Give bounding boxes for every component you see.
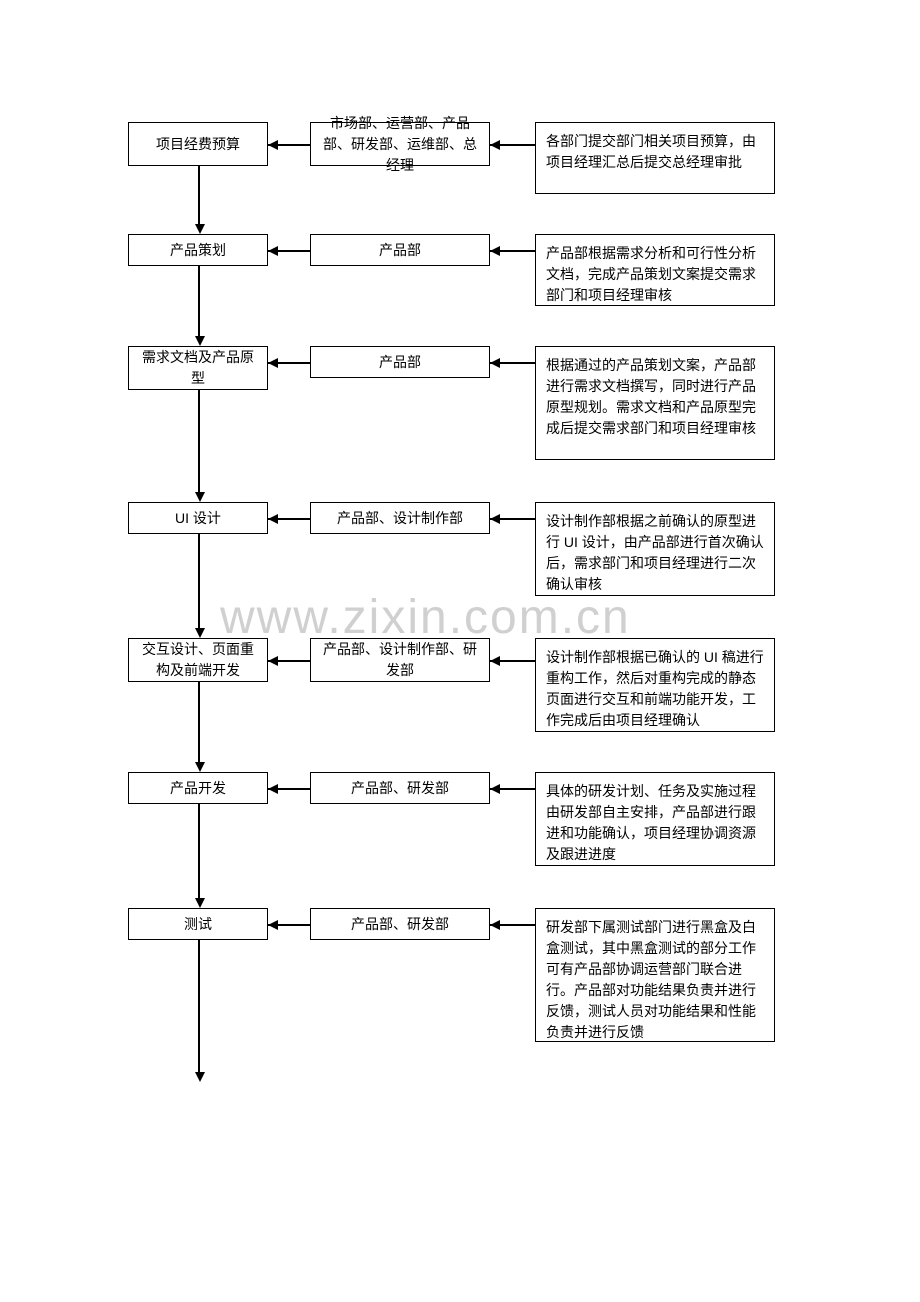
arrow-head-icon: [268, 784, 278, 794]
arrow-down-icon: [195, 1072, 205, 1082]
arrow-down-icon: [195, 492, 205, 502]
arrow-head-icon: [268, 920, 278, 930]
desc-node-4: 设计制作部根据已确认的 UI 稿进行重构工作，然后对重构完成的静态页面进行交互和…: [535, 638, 775, 732]
desc-node-6: 研发部下属测试部门进行黑盒及白盒测试，其中黑盒测试的部分工作可有产品部协调运营部…: [535, 908, 775, 1042]
desc-node-3: 设计制作部根据之前确认的原型进行 UI 设计，由产品部进行首次确认后，需求部门和…: [535, 502, 775, 596]
arrow-head-icon: [490, 140, 500, 150]
step-node-4: 交互设计、页面重构及前端开发: [128, 638, 268, 682]
dept-node-4: 产品部、设计制作部、研发部: [310, 638, 490, 682]
arrow-head-icon: [490, 358, 500, 368]
arrow-head-icon: [490, 920, 500, 930]
vertical-line: [198, 682, 200, 764]
arrow-down-icon: [195, 762, 205, 772]
arrow-head-icon: [268, 656, 278, 666]
dept-node-1: 产品部: [310, 234, 490, 266]
arrow-down-icon: [195, 336, 205, 346]
arrow-down-icon: [195, 224, 205, 234]
arrow-down-icon: [195, 628, 205, 638]
desc-node-0: 各部门提交部门相关项目预算，由项目经理汇总后提交总经理审批: [535, 122, 775, 194]
step-node-2: 需求文档及产品原型: [128, 346, 268, 390]
arrow-down-icon: [195, 898, 205, 908]
dept-node-6: 产品部、研发部: [310, 908, 490, 940]
vertical-line: [198, 804, 200, 900]
step-node-0: 项目经费预算: [128, 122, 268, 166]
vertical-line: [198, 166, 200, 226]
step-node-3: UI 设计: [128, 502, 268, 534]
step-node-5: 产品开发: [128, 772, 268, 804]
step-node-6: 测试: [128, 908, 268, 940]
arrow-head-icon: [490, 246, 500, 256]
watermark: www.zixin.com.cn: [220, 590, 631, 645]
dept-node-2: 产品部: [310, 346, 490, 378]
desc-node-2: 根据通过的产品策划文案，产品部进行需求文档撰写，同时进行产品原型规划。需求文档和…: [535, 346, 775, 460]
step-node-1: 产品策划: [128, 234, 268, 266]
vertical-line: [198, 940, 200, 1074]
dept-node-3: 产品部、设计制作部: [310, 502, 490, 534]
arrow-head-icon: [490, 514, 500, 524]
desc-node-5: 具体的研发计划、任务及实施过程由研发部自主安排，产品部进行跟进和功能确认，项目经…: [535, 772, 775, 866]
arrow-head-icon: [268, 246, 278, 256]
desc-node-1: 产品部根据需求分析和可行性分析文档，完成产品策划文案提交需求部门和项目经理审核: [535, 234, 775, 306]
arrow-head-icon: [490, 784, 500, 794]
vertical-line: [198, 534, 200, 630]
arrow-head-icon: [268, 140, 278, 150]
arrow-head-icon: [490, 656, 500, 666]
dept-node-5: 产品部、研发部: [310, 772, 490, 804]
flowchart-container: www.zixin.com.cn 项目经费预算市场部、运营部、产品部、研发部、运…: [0, 0, 920, 1302]
vertical-line: [198, 266, 200, 338]
arrow-head-icon: [268, 358, 278, 368]
dept-node-0: 市场部、运营部、产品部、研发部、运维部、总经理: [310, 122, 490, 166]
arrow-head-icon: [268, 514, 278, 524]
vertical-line: [198, 390, 200, 494]
